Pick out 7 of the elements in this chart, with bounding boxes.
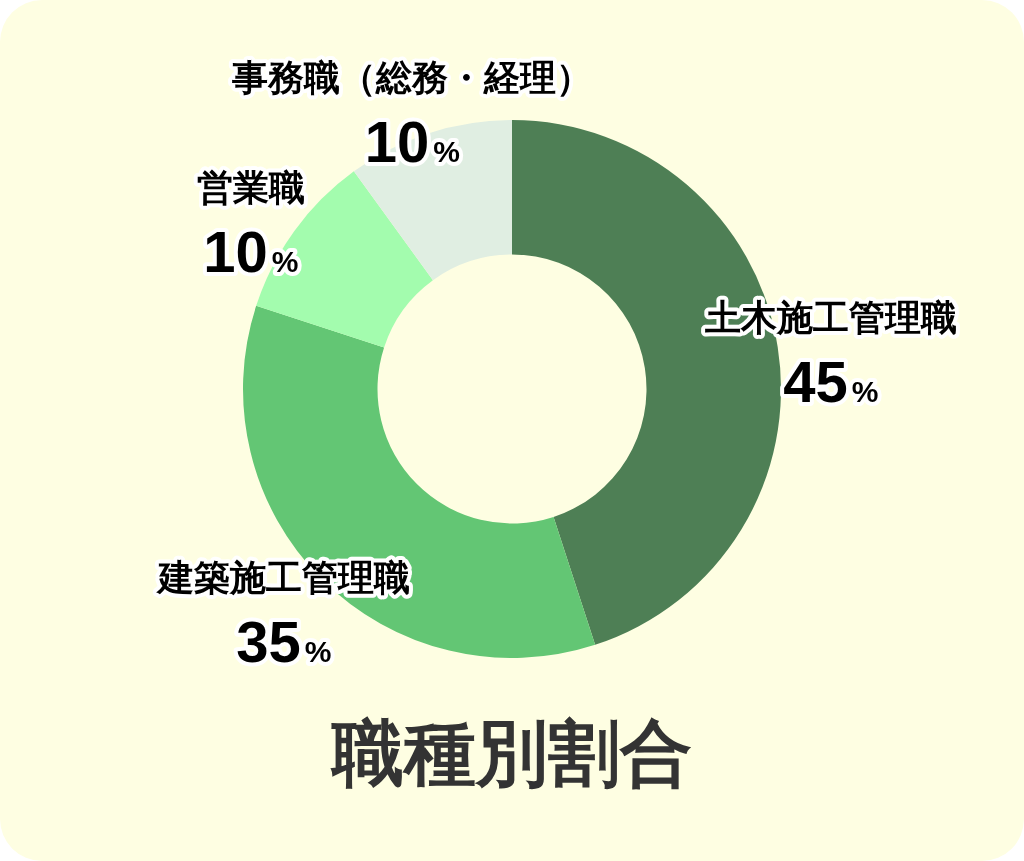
data-label: 10% (203, 218, 299, 284)
slice-label: 事務職（総務・経理） (231, 57, 593, 99)
text: 職種別割合 (330, 713, 692, 793)
data-label: 45% (783, 348, 879, 414)
slice-label: 営業職 (196, 166, 305, 208)
data-label: 35% (236, 609, 332, 675)
data-label: 10% (364, 109, 460, 175)
